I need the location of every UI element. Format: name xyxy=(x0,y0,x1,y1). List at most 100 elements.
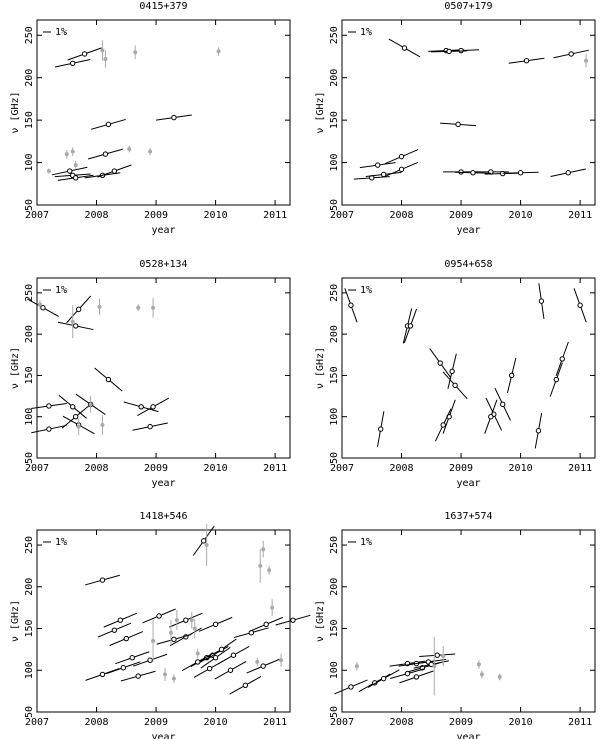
point xyxy=(73,163,78,168)
point xyxy=(377,426,384,432)
y-tick-label: 100 xyxy=(24,408,35,426)
point xyxy=(100,422,105,427)
point xyxy=(70,404,76,410)
point xyxy=(440,422,446,428)
point xyxy=(147,657,153,663)
point xyxy=(479,672,484,677)
point xyxy=(255,659,260,664)
point xyxy=(183,617,189,623)
point xyxy=(206,665,213,672)
y-tick-label: 50 xyxy=(24,706,35,718)
panel-title: 1637+574 xyxy=(444,511,492,522)
point xyxy=(559,356,565,362)
point xyxy=(263,621,269,628)
y-axis-label: ν [GHz] xyxy=(10,347,21,389)
point xyxy=(147,423,153,430)
point xyxy=(553,376,560,383)
x-tick-label: 2009 xyxy=(144,717,168,728)
y-axis-label: ν [GHz] xyxy=(315,600,326,642)
point xyxy=(81,51,88,57)
point xyxy=(171,636,177,643)
plot-frame xyxy=(341,19,596,206)
x-tick-label: 2010 xyxy=(509,210,533,221)
point xyxy=(200,538,207,544)
x-tick-label: 2008 xyxy=(84,463,108,474)
point xyxy=(476,662,481,667)
x-tick-label: 2008 xyxy=(389,717,413,728)
point xyxy=(72,414,79,420)
point xyxy=(64,152,69,157)
x-tick-label: 2010 xyxy=(509,463,533,474)
point xyxy=(46,426,52,432)
point xyxy=(568,51,574,57)
point xyxy=(117,617,124,623)
x-tick-label: 2007 xyxy=(25,717,49,728)
point xyxy=(279,658,284,663)
x-tick-label: 2008 xyxy=(389,210,413,221)
point xyxy=(151,639,156,644)
y-tick-label: 50 xyxy=(24,452,35,464)
point xyxy=(76,424,81,429)
y-tick-label: 150 xyxy=(329,111,340,129)
point xyxy=(267,568,272,573)
point xyxy=(156,613,162,619)
point xyxy=(174,618,179,623)
point xyxy=(401,45,408,51)
y-axis-label: ν [GHz] xyxy=(315,91,326,133)
point xyxy=(204,543,209,548)
point xyxy=(449,368,455,375)
point xyxy=(270,605,275,610)
point xyxy=(192,626,197,631)
y-tick-label: 150 xyxy=(329,619,340,637)
x-axis-label: year xyxy=(151,225,175,236)
point xyxy=(488,414,494,420)
panel-title: 0507+179 xyxy=(444,1,492,12)
point xyxy=(103,57,108,62)
point xyxy=(148,149,153,154)
point xyxy=(535,428,542,434)
point xyxy=(72,175,79,181)
x-tick-label: 2009 xyxy=(144,463,168,474)
legend-label: 1% xyxy=(360,27,372,38)
y-tick-label: 250 xyxy=(24,26,35,44)
point xyxy=(70,149,75,154)
y-tick-label: 100 xyxy=(329,154,340,172)
y-tick-label: 250 xyxy=(329,536,340,554)
y-tick-label: 150 xyxy=(24,619,35,637)
x-axis-label: year xyxy=(151,732,175,739)
x-tick-label: 2008 xyxy=(84,210,108,221)
y-tick-label: 150 xyxy=(24,111,35,129)
panel-title: 0954+658 xyxy=(444,259,492,270)
point xyxy=(455,121,461,128)
point xyxy=(446,48,452,55)
point xyxy=(260,663,266,669)
point xyxy=(75,306,82,313)
panel-title: 1418+546 xyxy=(139,511,187,522)
y-tick-label: 50 xyxy=(329,199,340,211)
y-tick-label: 100 xyxy=(329,408,340,426)
point xyxy=(133,50,138,55)
point xyxy=(151,305,156,310)
y-tick-label: 250 xyxy=(24,536,35,554)
y-tick-label: 150 xyxy=(329,366,340,384)
x-tick-label: 2010 xyxy=(509,717,533,728)
plot-frame xyxy=(36,19,291,206)
y-axis-label: ν [GHz] xyxy=(10,91,21,133)
legend-label: 1% xyxy=(360,537,372,548)
point xyxy=(168,630,173,635)
point xyxy=(171,114,177,121)
point xyxy=(258,563,263,568)
point xyxy=(517,170,524,176)
point xyxy=(348,302,354,308)
point xyxy=(290,617,296,623)
x-axis-label: year xyxy=(456,225,480,236)
x-tick-label: 2011 xyxy=(568,717,592,728)
y-tick-label: 50 xyxy=(329,706,340,718)
x-tick-label: 2011 xyxy=(568,210,592,221)
point xyxy=(497,674,502,679)
y-tick-label: 200 xyxy=(329,325,340,343)
panel-title: 0528+134 xyxy=(139,259,187,270)
point xyxy=(88,402,93,407)
y-tick-label: 100 xyxy=(24,661,35,679)
x-tick-label: 2010 xyxy=(204,210,228,221)
